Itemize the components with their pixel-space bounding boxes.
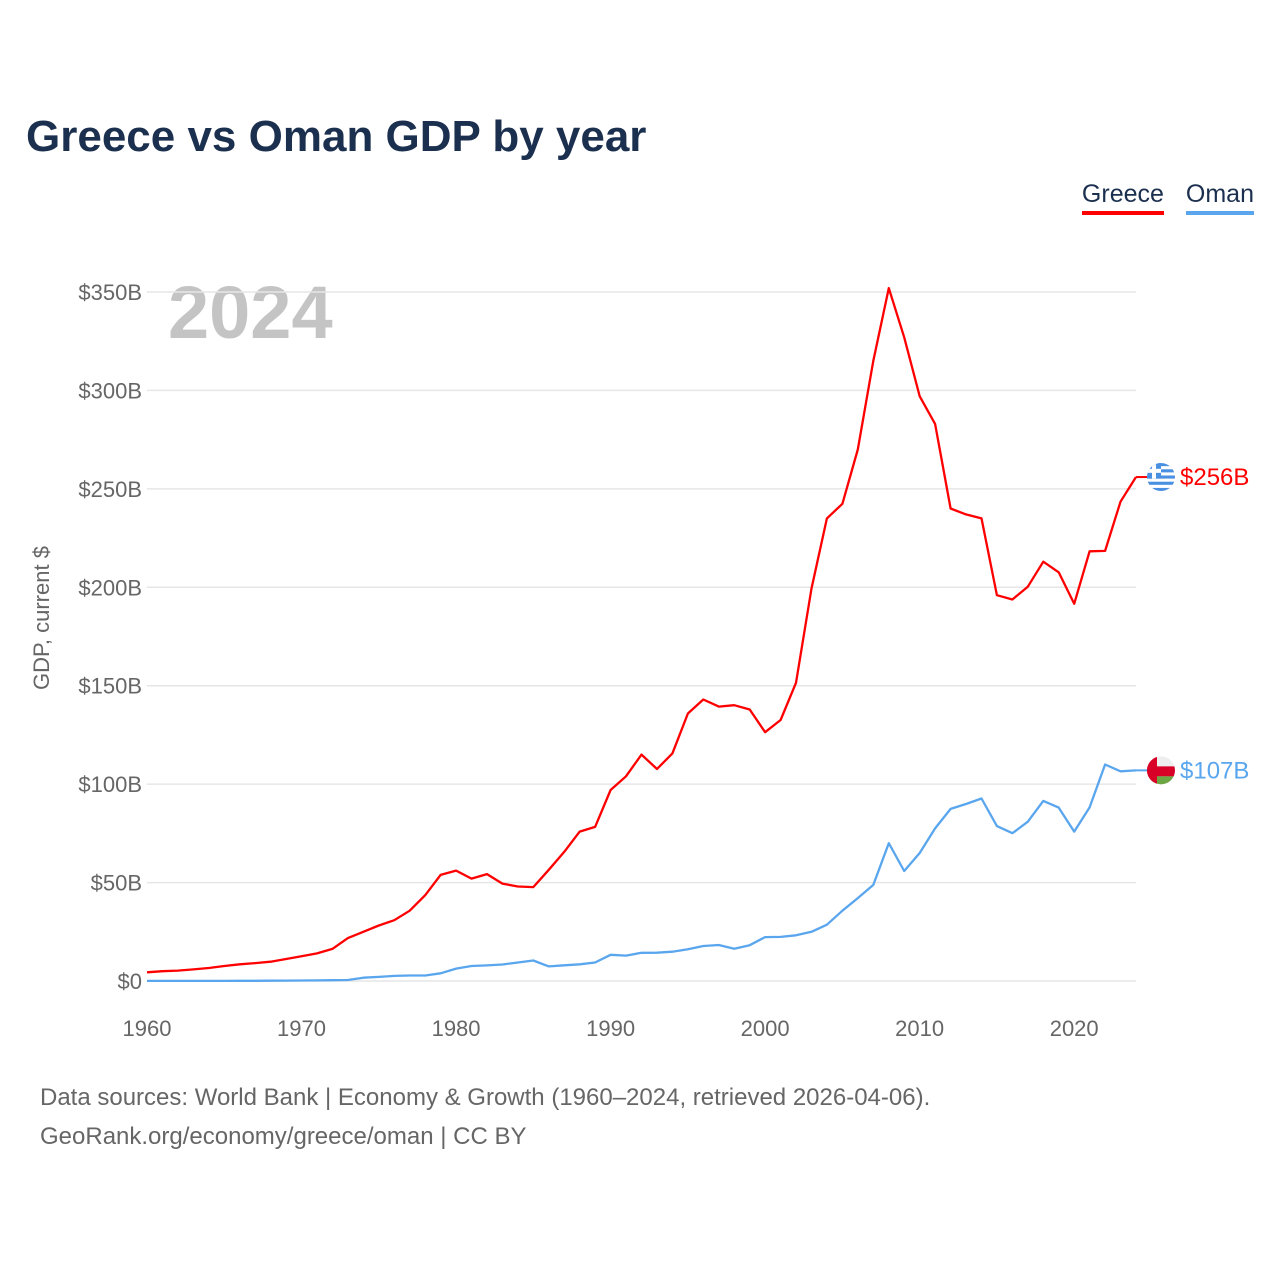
end-value-label-oman: $107B [1180,757,1249,784]
greece-flag-icon [1147,463,1175,492]
x-tick-label: 2010 [895,1016,944,1041]
x-tick-label: 1990 [586,1016,635,1041]
end-value-label-greece: $256B [1180,464,1249,491]
footer-source: Data sources: World Bank | Economy & Gro… [40,1084,931,1111]
x-tick-label: 2000 [741,1016,790,1041]
x-tick-label: 2020 [1050,1016,1099,1041]
x-tick-label: 1960 [123,1016,172,1041]
y-tick-label: $350B [78,280,142,305]
y-tick-label: $0 [118,969,142,994]
series-line-oman [147,763,1137,983]
y-tick-label: $250B [78,477,142,502]
footer-link[interactable]: GeoRank.org/economy/greece/oman | CC BY [40,1123,527,1150]
chart-title: Greece vs Oman GDP by year [26,112,647,161]
legend-item-oman[interactable]: Oman [1185,180,1254,215]
x-tick-label: 1970 [277,1016,326,1041]
legend-item-greece[interactable]: Greece [1081,180,1164,215]
y-tick-label: $50B [91,871,142,896]
legend: Greece Oman [1081,180,1254,215]
oman-flag-icon [1147,756,1175,785]
year-watermark: 2024 [168,271,333,354]
series-line-greece [146,286,1137,974]
y-tick-label: $150B [78,674,142,699]
y-tick-label: $300B [78,378,142,403]
y-tick-label: $200B [78,575,142,600]
y-tick-label: $100B [78,772,142,797]
x-tick-label: 1980 [432,1016,481,1041]
